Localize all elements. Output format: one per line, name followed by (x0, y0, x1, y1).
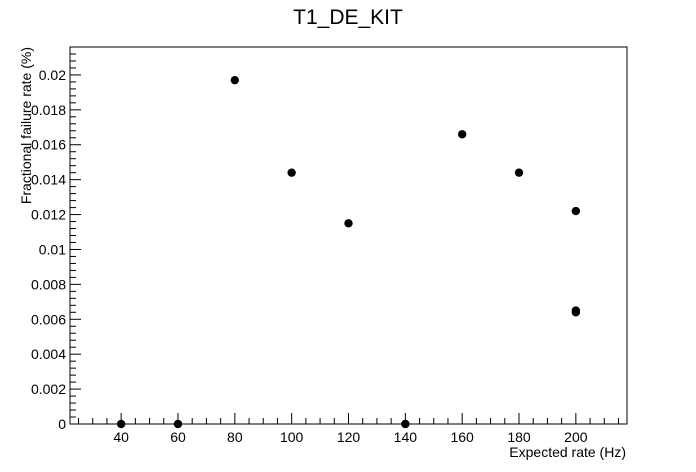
data-point (514, 168, 524, 177)
x-tick-label: 160 (450, 429, 474, 445)
y-tick-label: 0 (58, 416, 66, 432)
y-tick-label: 0.014 (31, 172, 66, 188)
chart-title: T1_DE_KIT (293, 6, 403, 29)
x-tick-label: 120 (337, 429, 361, 445)
data-point (230, 75, 240, 85)
x-axis-title: Expected rate (Hz) (509, 444, 626, 460)
data-point (457, 130, 467, 139)
x-tick-label: 200 (564, 429, 588, 445)
y-tick-label: 0.02 (39, 67, 66, 83)
data-point (173, 419, 183, 429)
y-tick-label: 0.016 (31, 137, 66, 153)
data-point (571, 308, 581, 317)
x-tick-label: 40 (113, 429, 129, 445)
x-axis: 40 60 80 100 120 140 160 180 200 (78, 413, 619, 445)
x-tick-label: 60 (170, 429, 186, 445)
data-point (287, 168, 296, 177)
y-axis: 0 0.002 0.004 0.006 0.008 0.01 0.012 0.014 0.016… (31, 46, 81, 432)
y-tick-label: 0.018 (31, 102, 66, 118)
x-tick-label: 140 (394, 429, 418, 445)
data-point (571, 206, 581, 216)
x-tick-label: 100 (280, 429, 304, 445)
y-tick-label: 0.006 (31, 311, 66, 327)
x-tick-label: 80 (227, 429, 243, 445)
data-point (116, 419, 126, 429)
y-axis-title: Fractional failure rate (%) (18, 47, 34, 204)
x-tick-label: 180 (507, 429, 531, 445)
y-tick-label: 0.004 (31, 346, 66, 362)
data-point (344, 219, 353, 228)
y-tick-label: 0.012 (31, 207, 66, 223)
y-tick-label: 0.01 (39, 241, 66, 257)
data-points (116, 75, 581, 429)
y-tick-label: 0.002 (31, 381, 66, 397)
data-point (401, 419, 410, 429)
y-tick-label: 0.008 (31, 276, 66, 292)
